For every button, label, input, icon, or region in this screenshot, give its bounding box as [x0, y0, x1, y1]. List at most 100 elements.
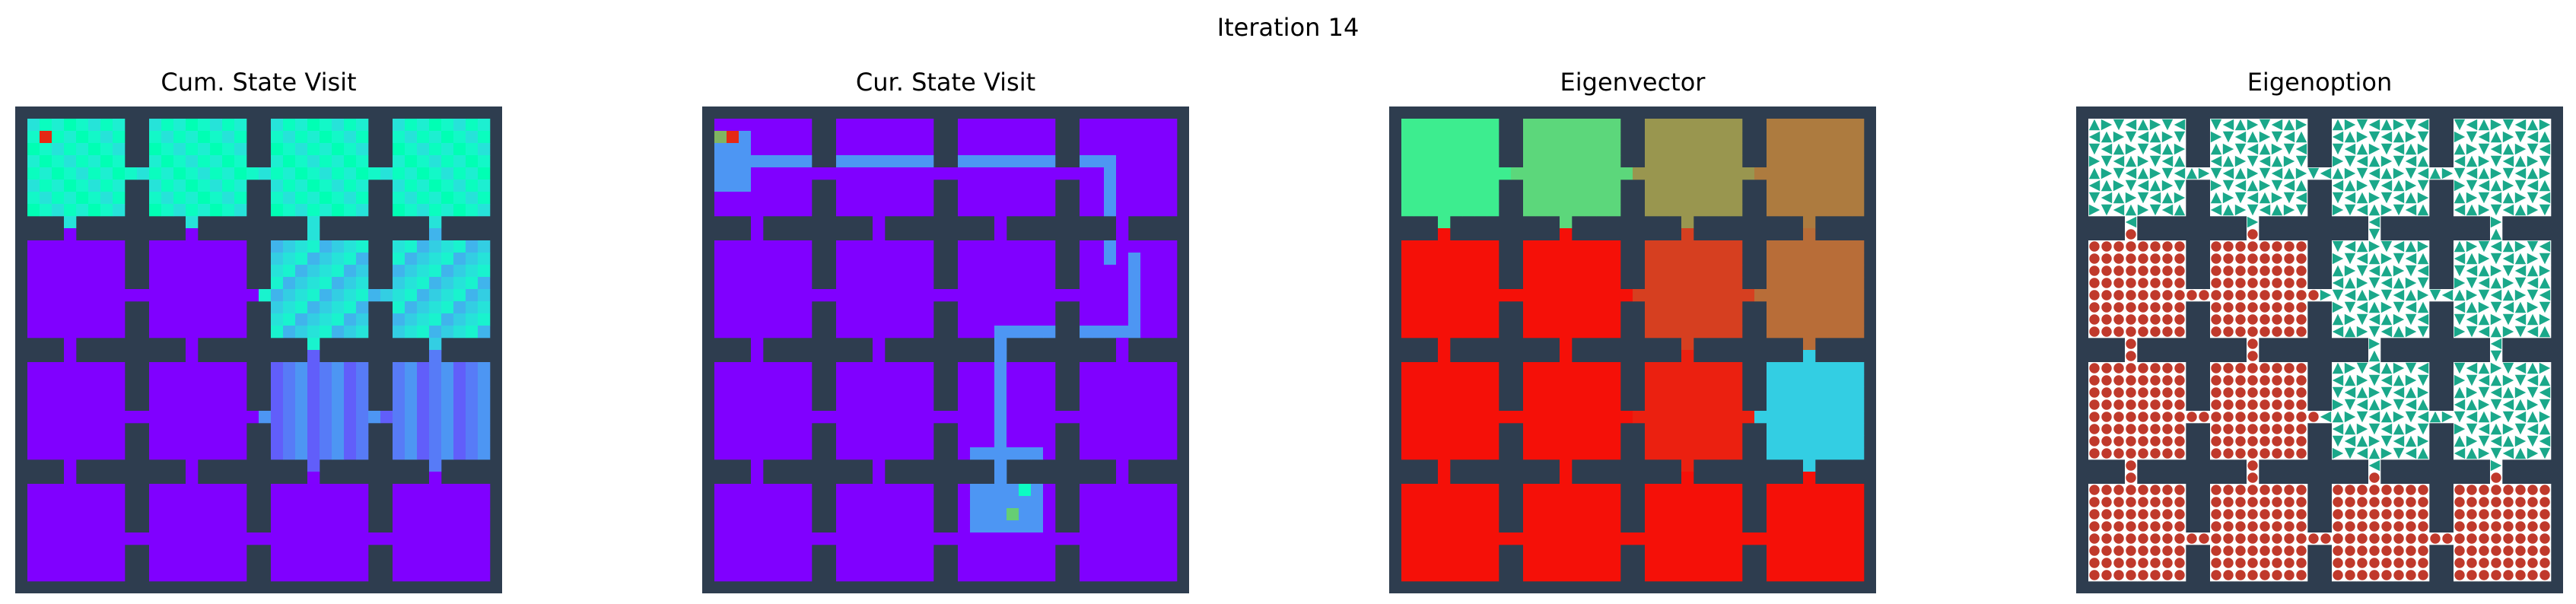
terminate-marker [2515, 497, 2526, 507]
heatmap-cell [173, 326, 186, 339]
heatmap-cell [1080, 386, 1092, 399]
heatmap-cell [1153, 326, 1166, 339]
terminate-marker [2150, 509, 2161, 520]
terminate-marker [2113, 290, 2124, 300]
heatmap-cell [1153, 167, 1166, 180]
heatmap-cell [368, 167, 381, 180]
heatmap-cell [1596, 362, 1609, 375]
heatmap-cell [1401, 240, 1414, 253]
terminate-marker [2284, 241, 2295, 252]
terminate-marker [2211, 278, 2221, 288]
heatmap-cell [1031, 240, 1044, 253]
heatmap-cell [1657, 386, 1670, 399]
terminate-marker [2296, 387, 2307, 398]
heatmap-cell [441, 496, 454, 509]
heatmap-cell [1535, 508, 1548, 521]
action-arrow [2466, 253, 2478, 265]
terminate-marker [2126, 326, 2136, 337]
heatmap-cell [1401, 253, 1414, 265]
heatmap-cell [76, 301, 89, 314]
heatmap-cell [994, 459, 1007, 472]
heatmap-cell [763, 496, 776, 509]
heatmap-cell [1560, 362, 1573, 375]
heatmap-cell [1414, 435, 1426, 448]
heatmap-cell [751, 313, 764, 326]
heatmap-cell [787, 180, 800, 192]
action-arrow [2356, 399, 2368, 411]
heatmap-cell [763, 301, 776, 314]
action-arrow [2137, 131, 2149, 143]
heatmap-cell [1450, 435, 1463, 448]
heatmap-cell [1827, 374, 1840, 387]
heatmap-cell [198, 119, 211, 132]
heatmap-cell [1657, 180, 1670, 192]
heatmap-cell [1803, 277, 1816, 290]
heatmap-cell [1730, 411, 1743, 424]
heatmap-cell [1104, 119, 1117, 132]
heatmap-cell [1043, 131, 1056, 144]
heatmap-cell [897, 374, 910, 387]
heatmap-cell [873, 180, 886, 192]
heatmap-cell [429, 350, 442, 363]
heatmap-cell [64, 362, 77, 375]
heatmap-cell [173, 520, 186, 533]
heatmap-cell [113, 119, 126, 132]
terminate-marker [2138, 253, 2148, 264]
heatmap-cell [393, 447, 405, 460]
heatmap-cell [763, 545, 776, 558]
heatmap-cell [1426, 557, 1439, 570]
action-arrow [2417, 204, 2429, 216]
heatmap-cell [1754, 167, 1767, 180]
heatmap-cell [210, 131, 223, 144]
heatmap-cell [393, 374, 405, 387]
heatmap-cell [1572, 155, 1585, 168]
heatmap-cell [1852, 484, 1865, 497]
heatmap-cell [800, 411, 813, 424]
heatmap-cell [1657, 447, 1670, 460]
terminate-marker [2138, 265, 2148, 276]
heatmap-cell [982, 532, 995, 545]
heatmap-cell [161, 362, 174, 375]
heatmap-cell [897, 508, 910, 521]
heatmap-cell [1523, 557, 1536, 570]
action-arrow [2454, 411, 2466, 423]
heatmap-cell [271, 155, 284, 168]
heatmap-cell [453, 326, 466, 339]
action-arrow [2441, 289, 2454, 301]
heatmap-cell [787, 374, 800, 387]
heatmap-cell [320, 399, 332, 412]
heatmap-cell [1401, 301, 1414, 314]
terminate-marker [2466, 497, 2477, 507]
action-arrow [2271, 192, 2283, 204]
heatmap-cell [1840, 167, 1852, 180]
action-arrow [2539, 240, 2551, 253]
heatmap-cell [1153, 131, 1166, 144]
heatmap-cell [40, 155, 52, 168]
heatmap-cell [958, 143, 971, 156]
heatmap-cell [1827, 143, 1840, 156]
heatmap-cell [1414, 532, 1426, 545]
action-arrow [2332, 240, 2344, 253]
heatmap-cell [1140, 326, 1153, 339]
heatmap-cell [295, 326, 308, 339]
heatmap-cell [1681, 472, 1694, 485]
action-arrow [2344, 362, 2356, 374]
heatmap-cell [1730, 496, 1743, 509]
action-arrow [2393, 143, 2405, 155]
heatmap-cell [1019, 557, 1032, 570]
terminate-marker [2199, 412, 2209, 422]
heatmap-cell [417, 301, 430, 314]
heatmap-cell [186, 472, 199, 485]
heatmap-cell [478, 240, 491, 253]
heatmap-cell [860, 192, 873, 205]
heatmap-cell [897, 496, 910, 509]
action-arrow [2368, 216, 2380, 228]
heatmap-cell [76, 180, 89, 192]
terminate-marker [2138, 399, 2148, 410]
heatmap-cell [1547, 313, 1560, 326]
heatmap-cell [1043, 557, 1056, 570]
terminate-marker [2296, 241, 2307, 252]
heatmap-cell [1055, 289, 1068, 302]
heatmap-cell [1815, 204, 1828, 217]
heatmap-cell [1779, 411, 1792, 424]
